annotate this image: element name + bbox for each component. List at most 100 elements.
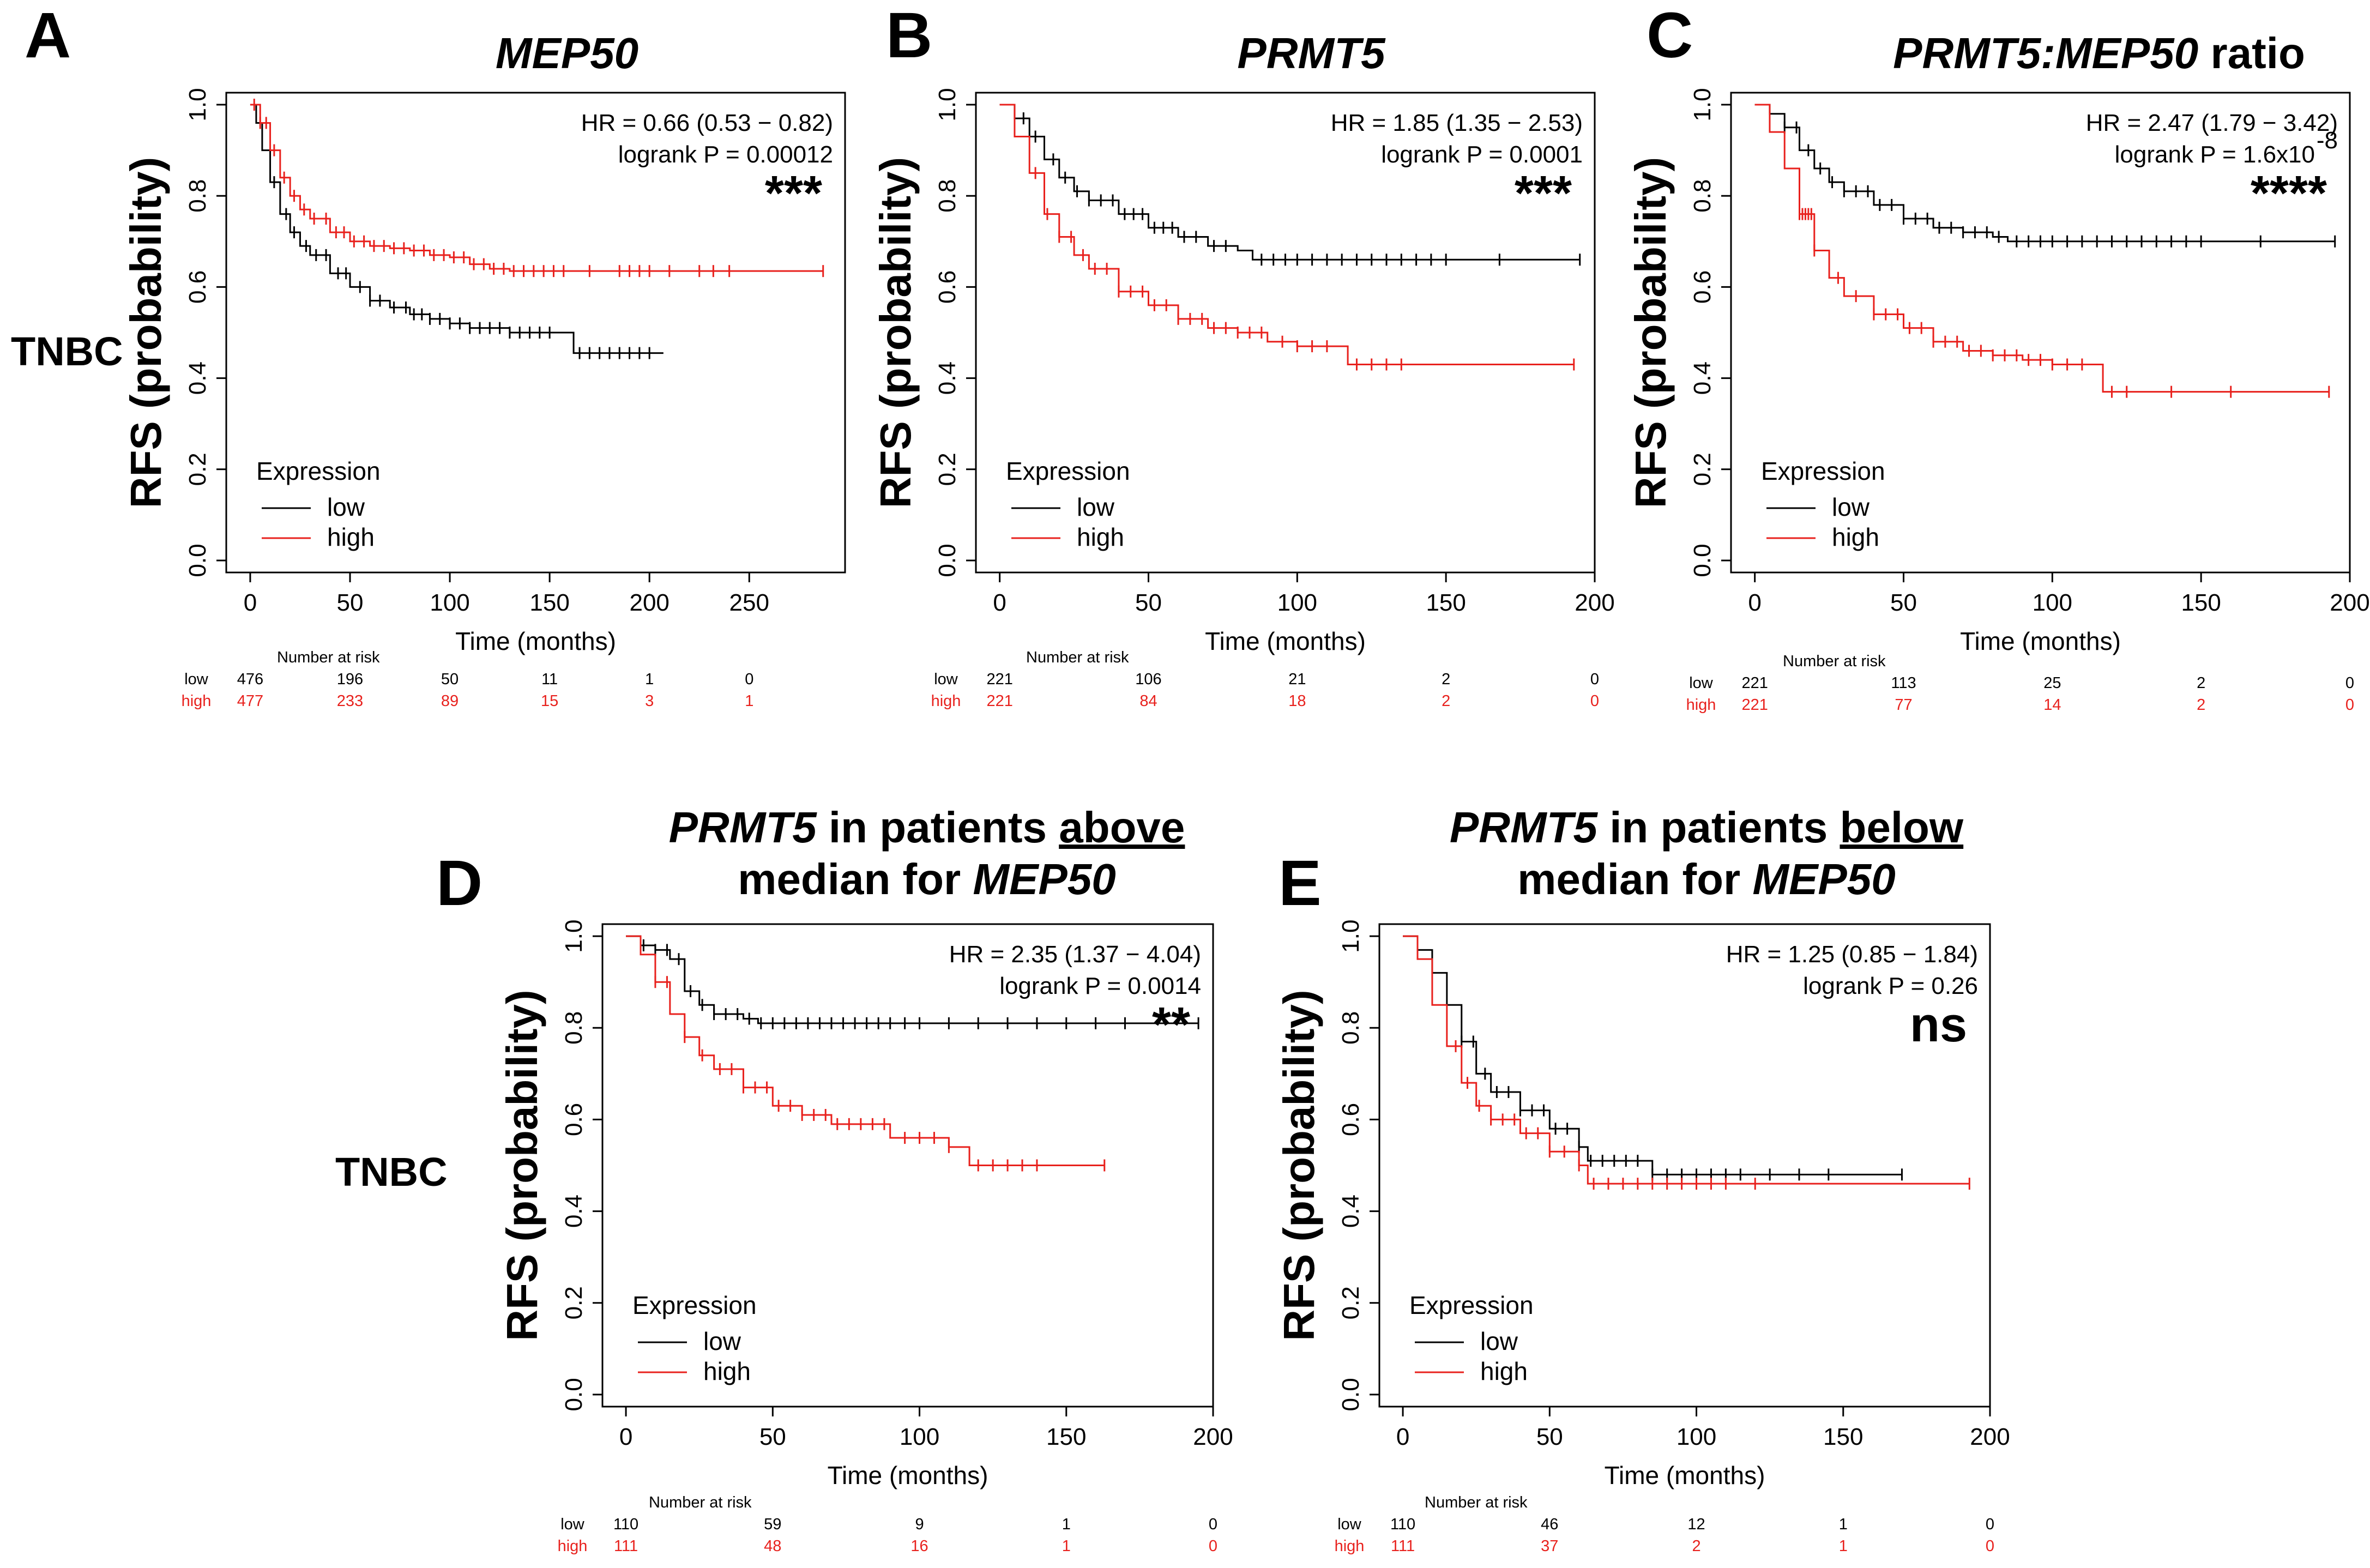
- y-tick-label-a-1: 0.2: [184, 453, 211, 486]
- x-axis-label-c: Time (months): [1960, 627, 2121, 655]
- x-tick-label-c-0: 0: [1748, 589, 1761, 616]
- risk-low-d-1: 59: [764, 1516, 781, 1533]
- risk-high-d-0: 111: [614, 1537, 638, 1555]
- x-axis-label-b: Time (months): [1205, 627, 1366, 655]
- risk-low-c-3: 2: [2197, 674, 2205, 692]
- panel-title-c-part-1: ratio: [2198, 29, 2305, 77]
- panel-letter-d: D: [436, 847, 483, 919]
- y-tick-label-e-3: 0.6: [1337, 1103, 1364, 1136]
- y-tick-label-d-5: 1.0: [560, 920, 587, 953]
- y-tick-label-b-1: 0.2: [934, 453, 961, 486]
- panel-title2-d-part-2: MEP50: [973, 855, 1115, 903]
- significance-d: **: [1152, 998, 1190, 1052]
- risk-row-label-low-a: low: [184, 671, 209, 688]
- km-curve-e-low: [1403, 935, 1902, 1175]
- y-axis-label-b: RFS (probability): [871, 157, 920, 508]
- panel-title-a: MEP50: [496, 29, 638, 77]
- logrank-p-exponent-c: -8: [2317, 127, 2338, 154]
- x-tick-label-a-5: 250: [729, 589, 769, 616]
- x-tick-label-b-4: 200: [1575, 589, 1614, 616]
- risk-high-a-4: 3: [645, 692, 654, 710]
- risk-low-b-1: 106: [1135, 671, 1161, 688]
- panel-letter-b: B: [886, 0, 932, 71]
- risk-row-label-low-c: low: [1689, 674, 1714, 692]
- risk-row-label-low-d: low: [560, 1516, 585, 1533]
- risk-low-e-4: 0: [1986, 1516, 1994, 1533]
- panel-title-c-part-0: PRMT5:MEP50: [1893, 29, 2198, 77]
- y-tick-label-c-0: 0.0: [1689, 544, 1716, 577]
- risk-high-b-3: 2: [1442, 692, 1450, 710]
- km-curve-c-low: [1754, 104, 2335, 243]
- risk-low-a-0: 476: [237, 671, 263, 688]
- risk-header-a: Number at risk: [277, 649, 380, 666]
- x-tick-label-a-4: 200: [629, 589, 669, 616]
- panel-title-d: PRMT5 in patients above: [669, 803, 1185, 852]
- logrank-p-e: logrank P = 0.26: [1803, 973, 1978, 999]
- x-tick-label-b-0: 0: [993, 589, 1006, 616]
- x-tick-label-e-3: 150: [1823, 1424, 1863, 1450]
- risk-header-b: Number at risk: [1026, 649, 1129, 666]
- legend-label-c-high: high: [1832, 523, 1879, 551]
- x-tick-label-d-2: 100: [900, 1424, 939, 1450]
- risk-high-d-2: 16: [910, 1537, 928, 1555]
- x-tick-label-d-0: 0: [619, 1424, 632, 1450]
- logrank-p-b: logrank P = 0.0001: [1381, 141, 1583, 168]
- x-tick-label-e-2: 100: [1677, 1424, 1716, 1450]
- risk-high-e-2: 2: [1692, 1537, 1700, 1555]
- risk-high-e-0: 111: [1391, 1537, 1415, 1555]
- x-axis-label-a: Time (months): [455, 627, 616, 655]
- x-tick-label-a-3: 150: [529, 589, 569, 616]
- risk-row-label-low-e: low: [1337, 1516, 1362, 1533]
- hazard-ratio-c: HR = 2.47 (1.79 − 3.42): [2086, 110, 2338, 136]
- risk-high-c-4: 0: [2345, 696, 2354, 714]
- x-tick-label-b-3: 150: [1426, 589, 1466, 616]
- panel-title-d-part-0: PRMT5: [669, 803, 818, 852]
- panel-title-b-part-0: PRMT5: [1237, 29, 1386, 77]
- y-tick-label-a-0: 0.0: [184, 544, 211, 577]
- panel-letter-e: E: [1279, 847, 1322, 919]
- risk-high-b-2: 18: [1288, 692, 1306, 710]
- risk-row-label-high-e: high: [1335, 1537, 1365, 1555]
- y-tick-label-a-5: 1.0: [184, 88, 211, 121]
- risk-low-e-2: 12: [1687, 1516, 1705, 1533]
- km-curve-a-high: [250, 104, 823, 272]
- y-tick-label-a-3: 0.6: [184, 270, 211, 304]
- plot-frame-b: [975, 92, 1596, 574]
- panel-title2-e-part-1: for: [1670, 855, 1752, 903]
- risk-high-c-1: 77: [1895, 696, 1912, 714]
- risk-low-e-0: 110: [1390, 1516, 1415, 1533]
- x-tick-label-e-4: 200: [1970, 1424, 2010, 1450]
- panel-c: C PRMT5:MEP50 ratio 0.0 0.2 0.4 0.6 0.8 1.0 0 50 1…: [1626, 0, 2370, 714]
- x-tick-label-c-3: 150: [2181, 589, 2221, 616]
- risk-row-label-high-a: high: [182, 692, 212, 710]
- legend-label-e-high: high: [1480, 1357, 1528, 1385]
- risk-high-d-4: 0: [1209, 1537, 1217, 1555]
- panel-title2-e-part-0: median: [1517, 855, 1670, 903]
- risk-high-c-2: 14: [2043, 696, 2061, 714]
- panel-title2-d-part-1: for: [890, 855, 973, 903]
- risk-low-d-2: 9: [915, 1516, 924, 1533]
- risk-high-d-1: 48: [764, 1537, 781, 1555]
- panel-letter-c: C: [1647, 0, 1693, 71]
- y-tick-label-c-1: 0.2: [1689, 453, 1716, 486]
- y-axis-label-c: RFS (probability): [1626, 157, 1675, 508]
- y-tick-label-d-2: 0.4: [560, 1195, 587, 1228]
- km-curve-d-low: [626, 935, 1199, 1024]
- legend-title-e: Expression: [1409, 1291, 1534, 1319]
- legend-title-c: Expression: [1761, 457, 1885, 485]
- x-axis-label-e: Time (months): [1605, 1461, 1765, 1489]
- y-tick-label-c-4: 0.8: [1689, 179, 1716, 213]
- panel-title2-d: median for MEP50: [738, 855, 1116, 903]
- risk-high-c-3: 2: [2197, 696, 2205, 714]
- risk-low-e-3: 1: [1839, 1516, 1848, 1533]
- y-tick-label-a-2: 0.4: [184, 361, 211, 395]
- x-tick-label-d-4: 200: [1193, 1424, 1233, 1450]
- x-tick-label-b-2: 100: [1277, 589, 1317, 616]
- x-tick-label-a-2: 100: [430, 589, 469, 616]
- km-curve-a-low: [250, 104, 664, 354]
- row-label-top: TNBC: [11, 329, 123, 374]
- risk-high-a-2: 89: [441, 692, 459, 710]
- risk-low-c-2: 25: [2043, 674, 2061, 692]
